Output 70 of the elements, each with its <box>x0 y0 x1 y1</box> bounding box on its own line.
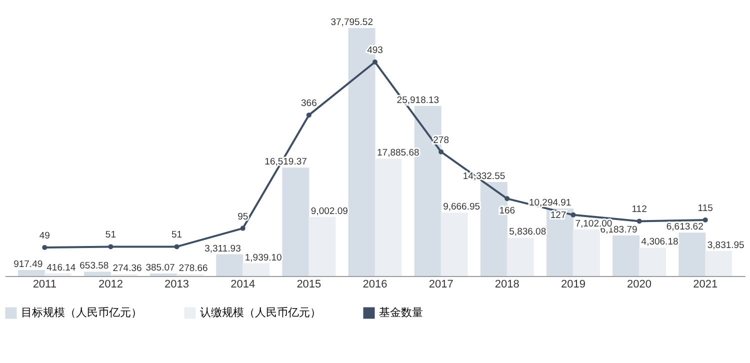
point <box>702 217 708 222</box>
data-label: 166 <box>499 206 516 217</box>
x-tick-label: 2021 <box>693 278 718 290</box>
bar <box>572 229 600 276</box>
point <box>570 212 576 218</box>
legend-label: 目标规模（人民币亿元） <box>21 306 142 319</box>
bar <box>150 273 178 276</box>
point <box>438 149 444 154</box>
data-label: 115 <box>698 202 713 214</box>
bar <box>242 263 270 276</box>
legend-label: 认缴规模（人民币亿元） <box>200 306 321 319</box>
data-label: 278.66 <box>178 263 208 274</box>
data-label: 3,311.93 <box>204 243 241 254</box>
data-label: 37,795.52 <box>330 17 373 28</box>
data-label: 95 <box>238 211 248 222</box>
x-tick-label: 2015 <box>296 278 322 290</box>
data-label: 5,836.08 <box>509 226 546 238</box>
data-label: 3,831.95 <box>707 240 744 251</box>
x-tick-label: 2020 <box>627 278 652 290</box>
legend-label: 基金数量 <box>379 306 423 319</box>
point <box>636 218 642 224</box>
data-label: 7,102.00 <box>575 218 612 230</box>
bar <box>440 212 468 276</box>
x-tick-label: 2011 <box>32 278 56 290</box>
x-tick-label: 2019 <box>560 278 586 290</box>
data-label: 9,002.09 <box>310 206 348 217</box>
bar <box>612 235 640 276</box>
x-tick-label: 2017 <box>428 278 454 290</box>
data-label: 51 <box>105 230 116 241</box>
bar <box>308 216 336 276</box>
data-label: 6,613.62 <box>666 222 704 233</box>
bar <box>374 158 402 276</box>
point <box>504 196 510 202</box>
bar <box>705 250 732 276</box>
data-label: 10,294.91 <box>528 197 572 208</box>
bar <box>678 232 706 276</box>
x-tick-label: 2018 <box>494 278 520 290</box>
data-label: 112 <box>632 204 647 216</box>
data-label: 127 <box>550 210 566 221</box>
bar <box>216 254 244 276</box>
x-tick-label: 2014 <box>230 278 256 290</box>
bar <box>84 272 111 276</box>
data-label: 385.07 <box>146 262 175 274</box>
data-label: 4,306.18 <box>641 236 678 248</box>
point <box>306 112 312 118</box>
bar <box>18 270 45 276</box>
bar <box>639 248 666 276</box>
data-label: 274.36 <box>112 263 142 274</box>
point <box>108 244 114 250</box>
data-label: 1,939.10 <box>244 252 282 264</box>
bar <box>282 168 310 276</box>
data-label: 653.58 <box>80 260 109 272</box>
data-label: 9,666.95 <box>443 202 480 213</box>
data-label: 366 <box>301 98 317 110</box>
data-label: 278 <box>433 134 449 146</box>
data-label: 917.49 <box>14 258 43 270</box>
x-tick-label: 2012 <box>98 278 123 290</box>
data-label: 416.14 <box>46 262 76 274</box>
data-label: 493 <box>367 45 383 56</box>
point <box>174 244 180 250</box>
bar <box>44 273 72 276</box>
x-tick-label: 2013 <box>164 278 190 290</box>
point <box>372 60 378 64</box>
data-label: 17,885.68 <box>377 148 420 159</box>
data-label: 49 <box>39 230 50 242</box>
point <box>240 226 246 231</box>
point <box>42 245 48 250</box>
x-tick-label: 2016 <box>362 278 388 290</box>
data-label: 51 <box>171 230 182 241</box>
bar <box>506 238 534 276</box>
